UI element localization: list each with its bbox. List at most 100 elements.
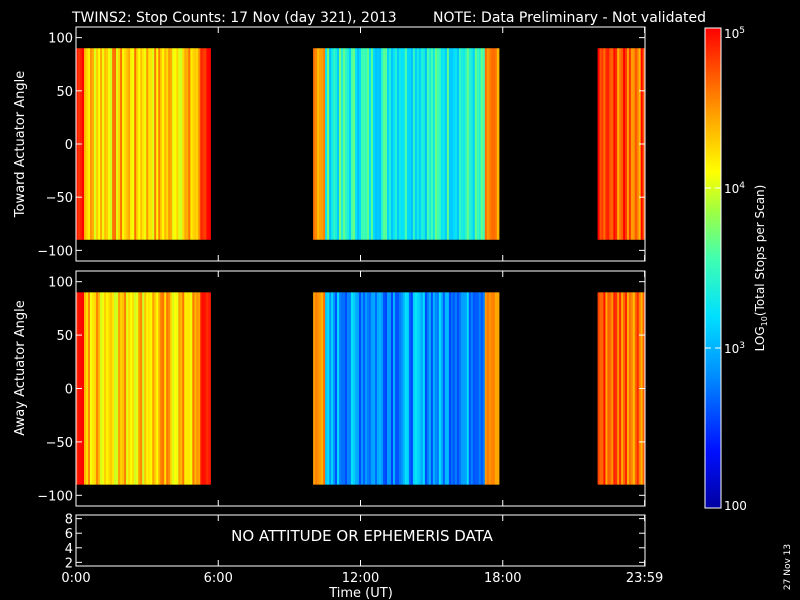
heatmap-cell xyxy=(174,48,177,240)
heatmap-cell xyxy=(416,292,420,485)
panel-toward: 100 50 0 −50 −100 xyxy=(37,26,646,262)
heatmap-cell xyxy=(158,292,161,485)
heatmap-cell xyxy=(400,292,404,485)
heatmap-cell xyxy=(444,292,448,485)
heatmap-cell xyxy=(393,48,396,240)
heatmap-cell xyxy=(180,292,183,485)
heatmap-cell xyxy=(126,48,129,240)
heatmap-cell xyxy=(381,292,384,485)
heatmap-cell xyxy=(148,48,151,240)
heatmap-cell xyxy=(190,48,193,240)
heatmap-cell xyxy=(104,48,107,240)
y-tick-label: 2 xyxy=(65,556,73,571)
heatmap-cell xyxy=(152,48,155,240)
heatmap-cell xyxy=(490,292,494,485)
heatmap-cell xyxy=(331,48,334,240)
panel-away: 100 50 0 −50 −100 xyxy=(37,270,646,507)
heatmap-cell xyxy=(343,48,346,240)
heatmap-cell xyxy=(466,292,470,485)
x-axis: 0:00 6:00 12:00 18:00 23:59 xyxy=(61,571,663,586)
heatmap-cell xyxy=(164,48,167,240)
heatmap-cell xyxy=(458,48,462,240)
heatmap-segment xyxy=(597,48,646,240)
heatmap-cell xyxy=(466,48,470,240)
heatmap-cell xyxy=(144,48,147,240)
heatmap-cell xyxy=(436,48,440,240)
heatmap-cell xyxy=(634,48,638,240)
y-tick-label: 0 xyxy=(65,138,73,153)
heatmap-cell xyxy=(359,48,362,240)
heatmap-cell xyxy=(625,292,628,485)
heatmap-cell xyxy=(124,48,127,240)
heatmap-cell xyxy=(92,292,95,485)
heatmap-cell xyxy=(375,292,378,485)
heatmap-cell xyxy=(202,48,205,240)
heatmap-cell xyxy=(363,292,366,485)
heatmap-cell xyxy=(432,292,436,485)
heatmap-cell xyxy=(188,292,191,485)
heatmap-cell xyxy=(365,292,368,485)
heatmap-cell xyxy=(160,292,163,485)
heatmap-cell xyxy=(468,292,472,485)
heatmap-cell xyxy=(623,292,626,485)
heatmap-cell xyxy=(118,292,121,485)
heatmap-cell xyxy=(460,48,464,240)
heatmap-cell xyxy=(601,292,605,485)
x-tick-label: 6:00 xyxy=(204,571,233,586)
heatmap-cell xyxy=(488,48,492,240)
heatmap-cell xyxy=(424,292,428,485)
heatmap-cell xyxy=(339,48,342,240)
heatmap-cell xyxy=(313,292,316,485)
heatmap-cell xyxy=(448,48,452,240)
heatmap-cell xyxy=(110,48,113,240)
heatmap-cell xyxy=(206,48,209,240)
heatmap-cell xyxy=(186,292,189,485)
heatmap-cell xyxy=(476,48,480,240)
heatmap-cell xyxy=(611,292,614,485)
heatmap-cell xyxy=(474,48,478,240)
heatmap-cell xyxy=(406,48,410,240)
heatmap-cell xyxy=(377,292,380,485)
heatmap-cell xyxy=(138,292,141,485)
heatmap-cell xyxy=(323,292,326,485)
heatmap-cell xyxy=(420,48,424,240)
heatmap-cell xyxy=(200,48,203,240)
heatmap-cell xyxy=(82,48,85,240)
heatmap-cell xyxy=(442,292,446,485)
heatmap-cell xyxy=(412,292,416,485)
heatmap-cell xyxy=(150,48,153,240)
heatmap-cell xyxy=(136,48,139,240)
heatmap-cell xyxy=(321,48,324,240)
y-tick-label: 4 xyxy=(65,542,73,557)
heatmap-cell xyxy=(391,292,394,485)
heatmap-cell xyxy=(124,292,127,485)
heatmap-cell xyxy=(96,48,99,240)
heatmap-cell xyxy=(150,292,153,485)
heatmap-cell xyxy=(144,292,147,485)
heatmap-cell xyxy=(120,48,123,240)
heatmap-cell xyxy=(470,292,474,485)
heatmap-cell xyxy=(164,292,167,485)
heatmap-cell xyxy=(104,292,107,485)
heatmap-cell xyxy=(313,48,316,240)
heatmap-cell xyxy=(440,292,444,485)
heatmap-cell xyxy=(617,48,620,240)
heatmap-cell xyxy=(492,48,496,240)
heatmap-cell xyxy=(609,292,612,485)
heatmap-cell xyxy=(458,292,462,485)
heatmap-cell xyxy=(315,48,318,240)
heatmap-cell xyxy=(349,48,352,240)
heatmap-cell xyxy=(134,292,137,485)
heatmap-cell xyxy=(422,292,426,485)
heatmap-cell xyxy=(597,48,601,240)
heatmap-cell xyxy=(430,292,434,485)
heatmap-cell xyxy=(599,48,603,240)
heatmap-cell xyxy=(329,48,332,240)
heatmap-cell xyxy=(464,48,468,240)
heatmap-cell xyxy=(494,292,498,485)
heatmap-cell xyxy=(184,292,187,485)
heatmap-cell xyxy=(603,292,607,485)
heatmap-cell xyxy=(82,292,85,485)
